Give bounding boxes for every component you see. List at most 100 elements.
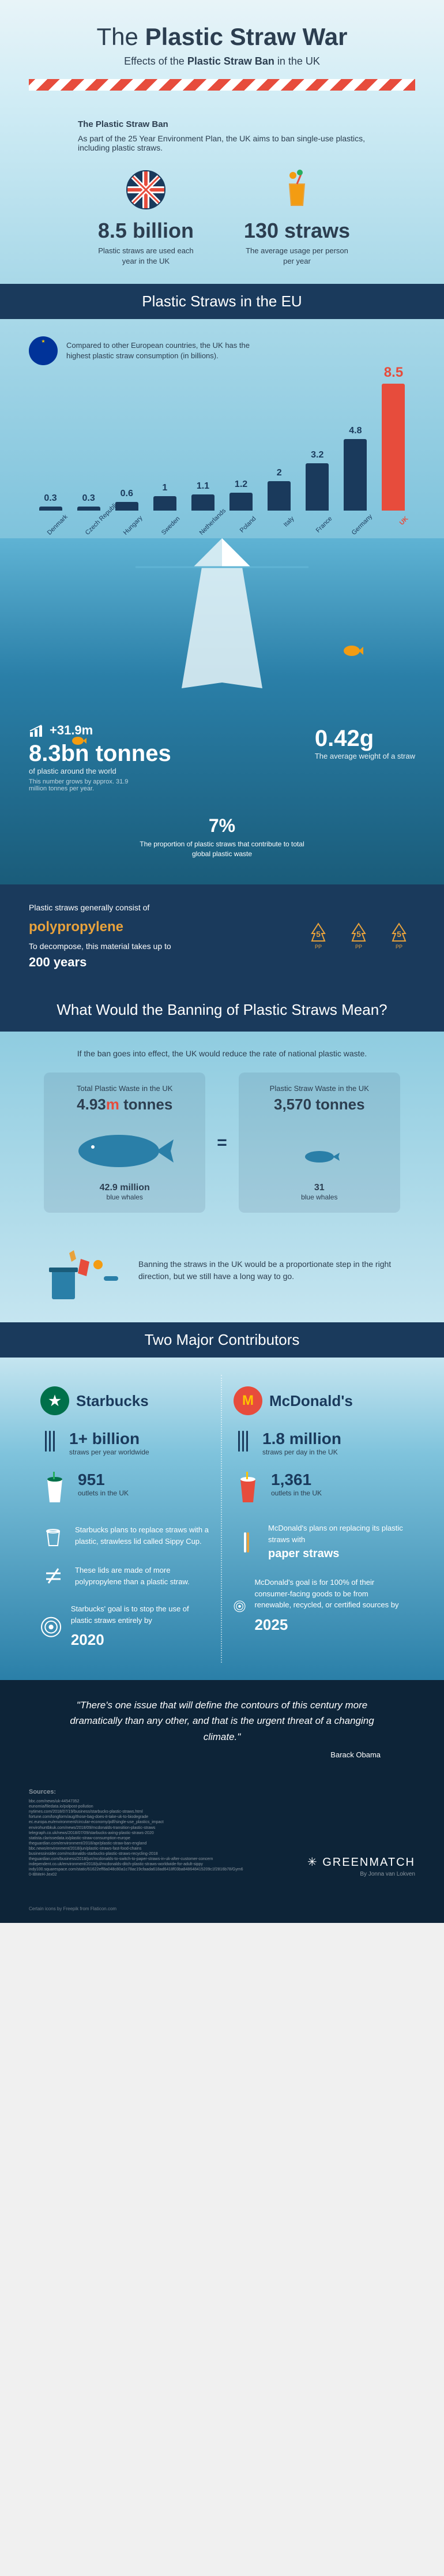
contrib-value: 1+ billion [69,1430,149,1448]
recycle-icon: 5 PP [383,921,415,953]
bar-value: 4.8 [349,426,362,436]
bar-value: 1 [162,483,167,493]
contrib-row: ★ Starbucks 1+ billionstraws per year wo… [29,1375,415,1663]
ocean-big-value: 8.3bn tonnes [29,741,171,767]
bar-value: 3.2 [311,450,323,460]
target-icon [234,1591,246,1622]
svg-text:5: 5 [397,929,401,939]
ocean-big-note: This number grows by approx. 31.9 millio… [29,778,144,792]
plan-item: Starbucks plans to replace straws with a… [40,1523,209,1548]
bar-item: 1.2 Poland [225,479,257,538]
growth-bars-icon [29,724,45,737]
bar-rect [382,384,405,511]
percent-value: 7% [29,815,415,837]
ocean-big-label: of plastic around the world [29,767,171,775]
equals-sign: = [217,1133,227,1153]
growth-stat: +31.9m [29,723,171,738]
contrib-label: outlets in the UK [78,1489,129,1497]
ocean-total-plastic: +31.9m 8.3bn tonnes of plastic around th… [29,723,171,792]
goal-text-block: McDonald's goal is for 100% of their con… [254,1577,404,1636]
bar-value: 1.1 [197,481,209,492]
bar-rect [39,507,62,511]
percent-label: The proportion of plastic straws that co… [136,839,308,859]
poly-material: polypropylene [29,917,171,938]
whale-count-straw: 31 [250,1183,389,1193]
footer-section: Sources: bbc.com/news/uk-44547352eunomia… [0,1776,444,1901]
poly-years: 200 years [29,955,86,969]
plan-text: McDonald's plans on replacing its plasti… [268,1523,404,1562]
svg-text:PP: PP [315,944,322,950]
whale-sub-total: blue whales [55,1193,194,1201]
whale-compare-row: Total Plastic Waste in the UK 4.93m tonn… [29,1073,415,1213]
contrib-stat-outlets: 1,361outlets in the UK [234,1471,404,1508]
svg-text:5: 5 [316,929,321,939]
contrib-value: 951 [78,1471,129,1489]
whale-value-post2: tonnes [311,1096,364,1113]
plan-icon [234,1529,259,1555]
bar-rect [344,439,367,511]
brand-header: ★ Starbucks [40,1386,209,1415]
svg-text:PP: PP [355,944,362,950]
recycle-icons-row: 5PP 5PP 5PP [303,921,415,953]
contrib-col: ★ Starbucks 1+ billionstraws per year wo… [29,1375,222,1663]
ocean-stats-block: +31.9m 8.3bn tonnes of plastic around th… [29,561,415,859]
bar-item: 1.1 Netherlands [187,481,219,538]
banning-note-row: Banning the straws in the UK would be a … [29,1236,415,1305]
banning-note-text: Banning the straws in the UK would be a … [138,1258,404,1283]
goal-text-block: Starbucks' goal is to stop the use of pl… [71,1603,209,1651]
eu-bar-chart: 0.3 Denmark 0.3 Czech Republic 0.6 Hunga… [29,377,415,538]
intro-stats-row: 8.5 billion Plastic straws are used each… [29,170,415,267]
straws-icon [40,1430,61,1456]
whale-value-pre2: 3,570 [274,1096,311,1113]
plan-icon [40,1563,66,1589]
goal-item: McDonald's goal is for 100% of their con… [234,1577,404,1636]
contrib-label: outlets in the UK [271,1489,322,1497]
bar-rect [306,463,329,511]
poly-line1: Plastic straws generally consist of [29,902,171,914]
contrib-stat-straws: 1+ billionstraws per year worldwide [40,1430,209,1456]
bar-value: 0.6 [121,489,133,499]
whale-box-straw: Plastic Straw Waste in the UK 3,570 tonn… [239,1073,400,1213]
bar-value: 2 [277,468,282,478]
credits-line: Certain icons by Freepik from Flaticon.c… [0,1900,444,1923]
recycle-icon: 5 PP [303,921,334,953]
eu-flag-icon [29,336,58,365]
bar-item: 4.8 Germany [340,426,371,538]
bar-rect [191,494,215,511]
recycle-icon: 5PP [343,921,375,953]
goal-year: 2025 [254,1614,404,1636]
whale-title-straw: Plastic Straw Waste in the UK [250,1084,389,1093]
title-strong: Plastic Straw War [145,23,348,50]
brand-logo: ✳ GREENMATCH [307,1855,415,1869]
intro-heading: The Plastic Straw Ban [78,119,366,129]
contrib-title: Two Major Contributors [0,1322,444,1358]
whale-count-total: 42.9 million [55,1183,194,1193]
contrib-label: straws per day in the UK [262,1448,341,1456]
bar-rect [153,496,176,511]
brand-logo-icon: M [234,1386,262,1415]
bar-value: 1.2 [235,479,247,490]
stripe-divider [29,79,415,91]
uk-flag-icon [126,170,166,210]
quote-text: "There's one issue that will define the … [63,1697,381,1745]
bar-item: 8.5 UK [378,365,409,538]
svg-text:PP: PP [396,944,402,950]
ocean-straw-weight: 0.42g The average weight of a straw [315,723,415,792]
brand-logo-icon: ★ [40,1386,69,1415]
subtitle-strong: Plastic Straw Ban [187,55,274,67]
bar-item: 0.3 Denmark [35,493,66,539]
stat-per-person: 130 straws The average usage per person … [244,170,350,267]
sources-block: Sources: bbc.com/news/uk-44547352eunomia… [29,1788,243,1878]
weight-label: The average weight of a straw [315,752,415,760]
subtitle-pre: Effects of the [124,55,187,67]
stat-label-billion: Plastic straws are used each year in the… [94,246,198,267]
contrib-value: 1,361 [271,1471,322,1489]
sources-list: bbc.com/news/uk-44547352eunomia/filedata… [29,1799,243,1877]
banning-title: What Would the Banning of Plastic Straws… [0,989,444,1032]
growth-value: +31.9m [50,723,93,738]
plan-text: These lids are made of more polypropylen… [75,1565,209,1587]
poly-section: Plastic straws generally consist of poly… [0,884,444,989]
contrib-value: 1.8 million [262,1430,341,1448]
bar-value: 8.5 [384,365,403,381]
eu-section: Compared to other European countries, th… [0,319,444,538]
